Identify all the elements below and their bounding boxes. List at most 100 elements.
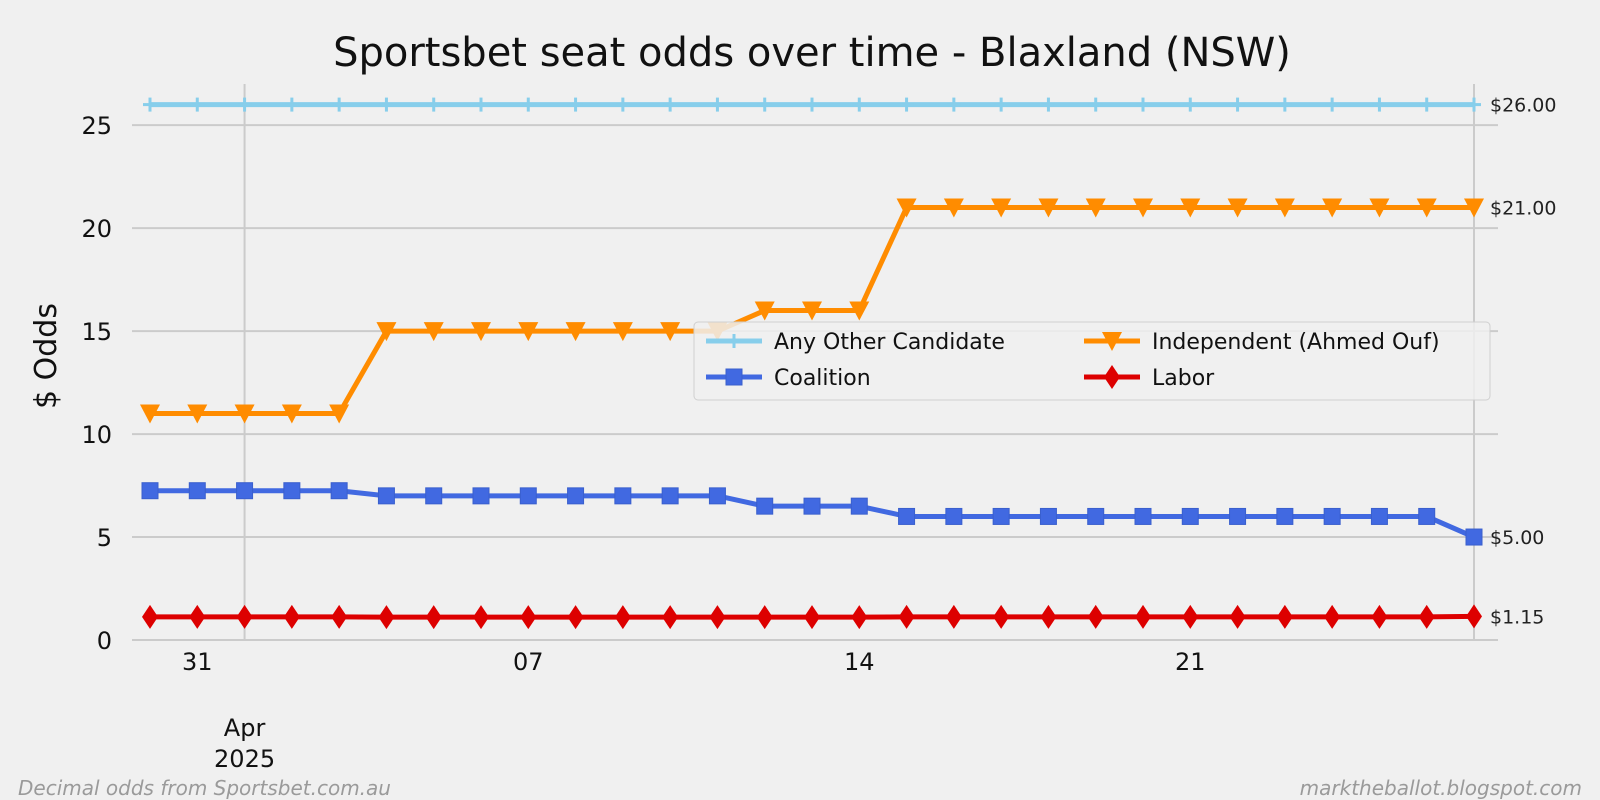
series-layer — [140, 97, 1484, 630]
y-tick-label: 0 — [97, 627, 112, 655]
legend-label-independent-ahmed-ouf: Independent (Ahmed Ouf) — [1152, 330, 1440, 355]
series-independent-ahmed-ouf — [140, 198, 1484, 424]
legend-label-any-other-candidate: Any Other Candidate — [774, 330, 1005, 355]
data-point-labor — [993, 604, 1010, 629]
data-point-independent-ahmed-ouf — [565, 322, 586, 342]
data-point-labor — [425, 605, 442, 630]
data-point-independent-ahmed-ouf — [1227, 198, 1248, 218]
y-tick-label: 15 — [81, 318, 112, 346]
data-point-labor — [236, 604, 253, 629]
data-point-labor — [851, 605, 868, 630]
end-value-label-any-other-candidate: $26.00 — [1490, 95, 1556, 117]
data-point-labor — [1135, 604, 1151, 629]
y-tick-label: 5 — [97, 524, 112, 552]
data-point-labor — [1418, 604, 1435, 629]
data-point-independent-ahmed-ouf — [1369, 198, 1390, 218]
legend-item-coalition: Coalition — [706, 366, 871, 391]
data-point-any-other-candidate — [1183, 97, 1198, 112]
data-point-labor — [189, 604, 206, 629]
data-point-independent-ahmed-ouf — [1133, 198, 1153, 218]
grid-layer — [132, 84, 1498, 641]
data-point-labor — [756, 605, 773, 630]
data-point-any-other-candidate — [710, 97, 725, 112]
data-point-independent-ahmed-ouf — [1180, 198, 1201, 218]
data-point-coalition — [236, 482, 254, 500]
data-point-coalition — [1370, 507, 1388, 525]
series-coalition — [141, 482, 1483, 546]
data-point-any-other-candidate — [1467, 97, 1481, 112]
data-point-labor — [1040, 604, 1057, 629]
data-point-independent-ahmed-ouf — [376, 322, 397, 342]
x-tick-label: 07 — [513, 648, 544, 676]
data-point-any-other-candidate — [1325, 97, 1340, 112]
data-point-any-other-candidate — [332, 97, 347, 112]
data-point-coalition — [850, 497, 868, 515]
data-point-coalition — [425, 487, 443, 505]
data-point-coalition — [1465, 528, 1483, 546]
data-point-coalition — [945, 507, 963, 525]
data-point-independent-ahmed-ouf — [991, 198, 1012, 218]
data-point-labor — [473, 605, 489, 630]
data-point-coalition — [283, 482, 301, 500]
data-point-independent-ahmed-ouf — [1274, 198, 1295, 218]
legend-item-independent-ahmed-ouf: Independent (Ahmed Ouf) — [1084, 330, 1440, 355]
data-point-labor — [1182, 604, 1199, 629]
data-point-independent-ahmed-ouf — [329, 404, 350, 424]
data-point-coalition — [519, 487, 537, 505]
data-point-coalition — [141, 482, 159, 500]
x-tick-label: 21 — [1175, 648, 1206, 676]
data-point-any-other-candidate — [757, 97, 772, 112]
data-point-coalition — [1039, 507, 1057, 525]
data-point-any-other-candidate — [899, 97, 914, 112]
data-point-independent-ahmed-ouf — [423, 322, 444, 342]
legend: Any Other Candidate Independent (Ahmed Ou… — [693, 321, 1491, 401]
data-point-coalition — [567, 487, 585, 505]
data-point-independent-ahmed-ouf — [1085, 198, 1106, 218]
data-point-any-other-candidate — [190, 97, 205, 112]
data-point-any-other-candidate — [1277, 97, 1292, 112]
data-point-any-other-candidate — [379, 97, 394, 112]
data-point-labor — [1371, 604, 1388, 629]
data-point-coalition — [803, 497, 821, 515]
data-point-independent-ahmed-ouf — [234, 404, 255, 424]
data-point-any-other-candidate — [946, 97, 961, 112]
data-point-independent-ahmed-ouf — [896, 198, 917, 218]
data-point-any-other-candidate — [143, 97, 157, 112]
data-point-labor — [1466, 604, 1482, 629]
data-point-labor — [662, 605, 679, 630]
data-point-independent-ahmed-ouf — [1322, 198, 1343, 218]
data-point-labor — [804, 605, 820, 630]
data-point-coalition — [377, 487, 395, 505]
series-any-other-candidate — [143, 97, 1481, 112]
data-point-independent-ahmed-ouf — [518, 322, 539, 342]
y-axis-label: $ Odds — [29, 303, 64, 409]
data-point-coalition — [330, 482, 348, 500]
data-point-independent-ahmed-ouf — [660, 322, 681, 342]
data-point-labor — [1229, 604, 1246, 629]
data-point-labor — [945, 604, 962, 629]
x-tick-label: 31 — [182, 648, 213, 676]
end-value-label-coalition: $5.00 — [1490, 527, 1544, 549]
data-point-any-other-candidate — [426, 97, 441, 112]
legend-item-any-other-candidate: Any Other Candidate — [706, 330, 1005, 355]
data-point-coalition — [708, 487, 726, 505]
data-point-independent-ahmed-ouf — [187, 404, 208, 424]
data-point-any-other-candidate — [237, 97, 252, 112]
end-value-label-independent-ahmed-ouf: $21.00 — [1490, 198, 1556, 220]
y-tick-label: 20 — [81, 215, 112, 243]
data-point-coalition — [1418, 507, 1436, 525]
data-point-independent-ahmed-ouf — [140, 404, 160, 424]
data-point-any-other-candidate — [1230, 97, 1245, 112]
data-point-independent-ahmed-ouf — [849, 301, 870, 321]
data-point-coalition — [1229, 507, 1247, 525]
legend-marker-any-other-candidate — [727, 334, 741, 348]
data-point-independent-ahmed-ouf — [943, 198, 964, 218]
data-point-any-other-candidate — [1136, 97, 1150, 112]
legend-item-labor: Labor — [1084, 365, 1215, 391]
data-point-labor — [378, 605, 395, 630]
data-point-coalition — [1134, 507, 1152, 525]
data-point-coalition — [1323, 507, 1341, 525]
